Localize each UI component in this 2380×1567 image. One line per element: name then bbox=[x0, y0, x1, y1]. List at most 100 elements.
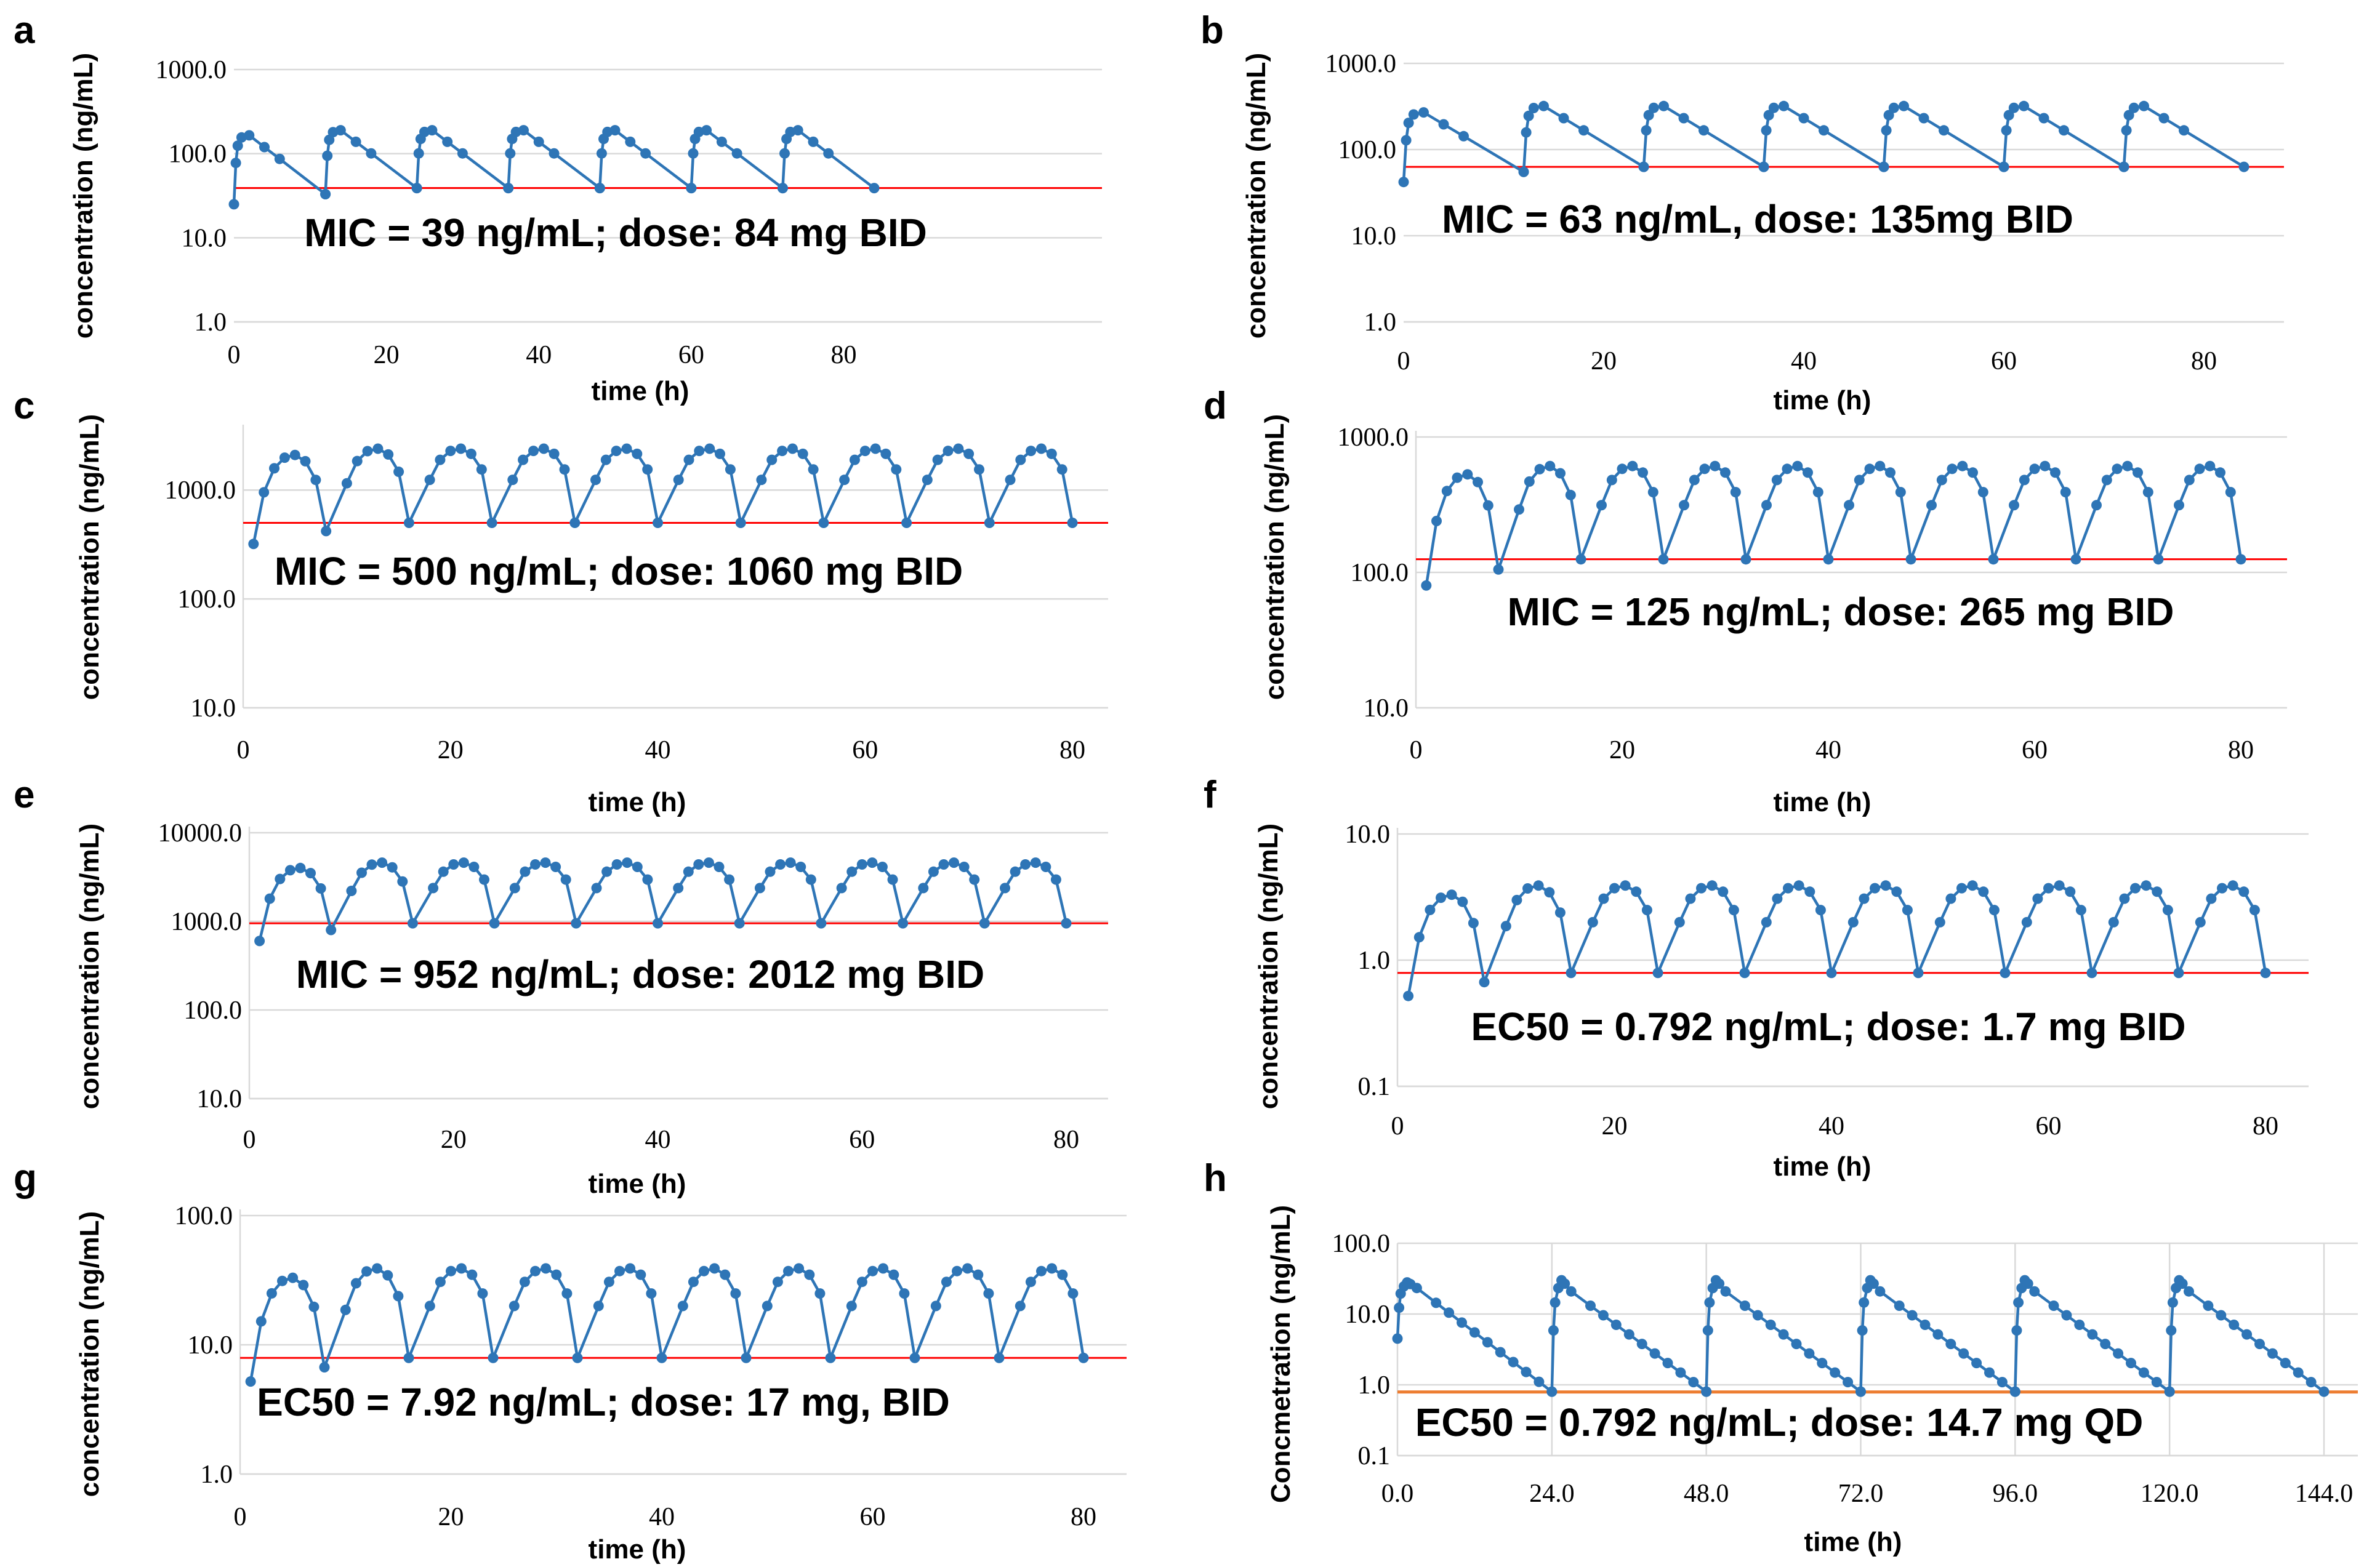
data-point bbox=[877, 862, 888, 872]
data-point bbox=[683, 866, 694, 877]
annotation: EC50 = 7.92 ng/mL; dose: 17 mg, BID bbox=[257, 1380, 950, 1424]
data-point bbox=[1678, 113, 1689, 124]
x-tick-label: 80 bbox=[2191, 347, 2217, 375]
data-point bbox=[1649, 1348, 1660, 1359]
data-point bbox=[593, 1300, 604, 1312]
data-point bbox=[1847, 916, 1859, 928]
data-point bbox=[2001, 125, 2012, 136]
data-point bbox=[849, 454, 860, 465]
data-point bbox=[1870, 883, 1880, 894]
data-point bbox=[442, 136, 453, 147]
data-point bbox=[1894, 1300, 1905, 1311]
x-tick-label: 80 bbox=[1053, 1126, 1079, 1154]
x-tick-label: 80 bbox=[1071, 1503, 1096, 1531]
data-point bbox=[973, 1269, 984, 1280]
data-point bbox=[1895, 487, 1906, 498]
data-point bbox=[673, 475, 684, 486]
data-point bbox=[704, 443, 715, 454]
data-point bbox=[321, 526, 332, 537]
data-point bbox=[2203, 1300, 2214, 1311]
x-axis-label: time (h) bbox=[589, 1534, 686, 1565]
data-point bbox=[653, 918, 663, 929]
data-point bbox=[731, 148, 742, 159]
x-tick-label: 40 bbox=[1791, 347, 1817, 375]
y-tick-label: 1000.0 bbox=[1325, 50, 1397, 78]
x-axis-label: time (h) bbox=[1774, 385, 1871, 415]
data-point bbox=[407, 918, 418, 929]
data-point bbox=[1067, 1288, 1079, 1299]
data-point bbox=[1675, 1367, 1686, 1378]
data-point bbox=[295, 862, 306, 873]
data-point bbox=[456, 443, 467, 454]
data-point bbox=[688, 148, 699, 159]
data-point bbox=[2021, 916, 2032, 928]
data-point bbox=[1798, 113, 1809, 124]
data-point bbox=[2152, 886, 2163, 897]
y-tick-label: 1000.0 bbox=[165, 476, 236, 505]
panel-label: g bbox=[14, 1157, 37, 1200]
data-point bbox=[1918, 113, 1929, 124]
data-point bbox=[1546, 1386, 1558, 1397]
data-point bbox=[591, 883, 602, 894]
data-point bbox=[1978, 886, 1989, 897]
data-point bbox=[2059, 125, 2069, 136]
data-point bbox=[2019, 100, 2029, 111]
data-point bbox=[983, 1288, 994, 1299]
data-point bbox=[1638, 161, 1649, 172]
data-point bbox=[2184, 475, 2195, 486]
data-point bbox=[1493, 564, 1504, 575]
panel-label: a bbox=[14, 9, 35, 52]
data-point bbox=[1036, 1265, 1047, 1276]
data-point bbox=[823, 148, 834, 159]
data-point bbox=[856, 859, 867, 870]
data-point bbox=[1587, 916, 1598, 928]
x-tick-label: 24.0 bbox=[1529, 1480, 1575, 1508]
data-point bbox=[1057, 1269, 1068, 1280]
data-point bbox=[1643, 110, 1654, 121]
data-point bbox=[1885, 467, 1896, 478]
y-tick-label: 10.0 bbox=[1351, 222, 1397, 250]
data-point bbox=[949, 857, 959, 868]
data-point bbox=[269, 463, 279, 474]
data-point bbox=[366, 859, 377, 870]
data-point bbox=[2133, 467, 2143, 478]
data-point bbox=[765, 866, 776, 877]
data-point bbox=[479, 874, 489, 885]
data-point bbox=[320, 189, 331, 199]
data-point bbox=[1988, 554, 1999, 565]
x-tick-label: 80 bbox=[2228, 736, 2254, 764]
y-tick-label: 10.0 bbox=[1345, 1300, 1391, 1329]
data-point bbox=[1521, 127, 1532, 138]
panel-label: c bbox=[14, 385, 34, 427]
data-point bbox=[1452, 472, 1463, 483]
data-point bbox=[804, 1269, 815, 1280]
data-point bbox=[930, 1300, 941, 1312]
x-tick-label: 40 bbox=[526, 341, 552, 369]
data-point bbox=[932, 454, 943, 465]
data-point bbox=[503, 183, 514, 194]
data-point bbox=[1641, 905, 1652, 916]
concentration-line bbox=[249, 1267, 1085, 1382]
data-point bbox=[1996, 1377, 2008, 1388]
panel-label: h bbox=[1204, 1157, 1227, 1200]
data-point bbox=[1888, 102, 1899, 113]
data-point bbox=[1545, 460, 1556, 471]
data-point bbox=[1763, 110, 1774, 121]
x-tick-label: 60 bbox=[2036, 1112, 2062, 1140]
data-point bbox=[1679, 500, 1689, 511]
data-point bbox=[266, 1288, 277, 1299]
y-tick-label: 100.0 bbox=[169, 140, 227, 169]
data-point bbox=[1720, 467, 1731, 478]
panel-c: c 10.0 100.0 1000.0 0 20 40 60 80 time (h) concent… bbox=[14, 385, 1108, 817]
y-tick-label: 100.0 bbox=[178, 585, 236, 614]
y-axis-label: concentration (ng/mL) bbox=[74, 824, 105, 1109]
data-point bbox=[560, 874, 571, 885]
data-point bbox=[335, 125, 346, 136]
data-point bbox=[559, 464, 570, 475]
data-point bbox=[2235, 554, 2246, 565]
x-tick-label: 20 bbox=[374, 341, 400, 369]
data-point bbox=[530, 859, 541, 870]
data-point bbox=[867, 857, 878, 868]
data-point bbox=[600, 454, 611, 465]
data-point bbox=[730, 1288, 741, 1299]
